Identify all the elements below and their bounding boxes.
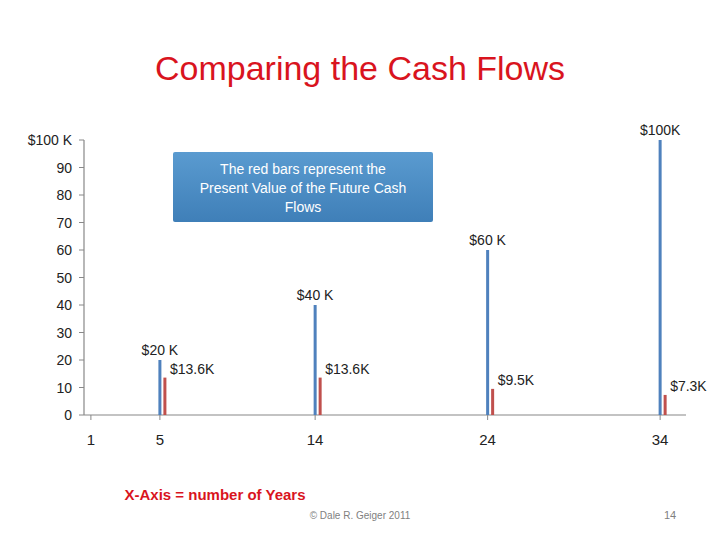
- chart: Comparing the Cash Flows 0 10 20 30 40 50 60 70 8…: [0, 0, 720, 540]
- y-tick: [79, 140, 84, 141]
- x-tick: [315, 415, 316, 420]
- y-tick-label: $100 K: [28, 132, 73, 148]
- page-number: 14: [664, 509, 676, 521]
- bar: [659, 140, 662, 415]
- y-tick-label: 20: [56, 352, 72, 368]
- y-tick: [79, 277, 84, 278]
- x-tick-label: 24: [479, 431, 496, 448]
- y-tick: [79, 222, 84, 223]
- title: Comparing the Cash Flows: [155, 49, 565, 87]
- data-label: $13.6K: [170, 361, 215, 377]
- bar: [314, 305, 317, 415]
- y-tick: [79, 167, 84, 168]
- y-tick-label: 90: [56, 160, 72, 176]
- data-label: $20 K: [142, 342, 179, 358]
- data-label: $100K: [640, 122, 681, 138]
- data-label: $13.6K: [325, 361, 370, 377]
- y-tick-label: 10: [56, 380, 72, 396]
- bar: [491, 389, 494, 415]
- x-tick: [159, 415, 160, 420]
- x-tick-label: 1: [87, 431, 95, 448]
- y-tick: [79, 305, 84, 306]
- x-axis: [84, 414, 686, 415]
- y-tick-label: 30: [56, 325, 72, 341]
- x-tick: [660, 415, 661, 420]
- bars: [158, 140, 666, 415]
- y-tick: [79, 250, 84, 251]
- x-axis-label: X-Axis = number of Years: [124, 486, 305, 503]
- bar: [486, 250, 489, 415]
- data-label: $40 K: [297, 287, 334, 303]
- bar: [319, 378, 322, 415]
- data-label: $7.3K: [670, 378, 707, 394]
- y-tick-label: 50: [56, 270, 72, 286]
- y-tick-label: 80: [56, 187, 72, 203]
- x-tick: [90, 415, 91, 420]
- y-tick-label: 60: [56, 242, 72, 258]
- y-tick: [79, 360, 84, 361]
- bar: [163, 378, 166, 415]
- y-tick: [79, 415, 84, 416]
- y-tick-label: 40: [56, 297, 72, 313]
- bar: [158, 360, 161, 415]
- data-label: $60 K: [469, 232, 506, 248]
- x-tick-label: 14: [307, 431, 324, 448]
- y-tick: [79, 332, 84, 333]
- footer: © Dale R. Geiger 2011: [310, 510, 411, 521]
- data-labels: $20 K $40 K $60 K $100K $13.6K $13.6K $9.5K $7.…: [142, 122, 708, 394]
- y-tick: [79, 195, 84, 196]
- bar: [664, 395, 667, 415]
- x-tick-label: 34: [652, 431, 669, 448]
- x-tick: [487, 415, 488, 420]
- y-tick-label: 0: [64, 407, 72, 423]
- y-tick-label: 70: [56, 215, 72, 231]
- x-tick-label: 5: [156, 431, 164, 448]
- data-label: $9.5K: [498, 372, 535, 388]
- annotation: The red bars represent the Present Value…: [173, 152, 433, 222]
- y-tick: [79, 387, 84, 388]
